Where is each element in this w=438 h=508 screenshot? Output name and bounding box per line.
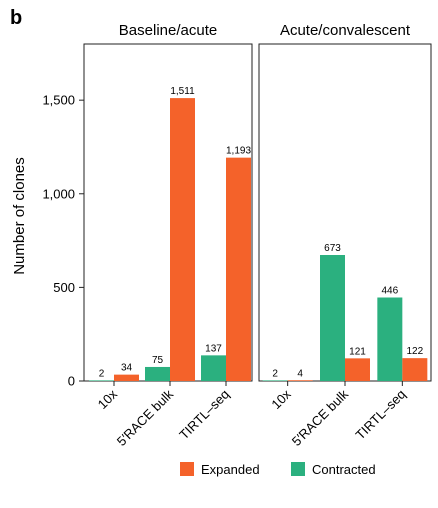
y-tick-label: 0: [68, 374, 75, 389]
bar-expanded-10x: [114, 374, 139, 381]
bar-contracted-5-race-bulk: [320, 254, 345, 381]
bar-expanded-tirtl-seq: [402, 358, 428, 381]
bar-expanded-10x: [287, 380, 313, 381]
data-label-expanded-tirtl-seq: 122: [406, 346, 423, 357]
x-tick-label-10x: 10x: [268, 386, 294, 412]
data-label-expanded-10x: 4: [297, 368, 303, 379]
data-label-expanded-5-race-bulk: 121: [349, 346, 366, 357]
x-tick-label-tirtl-seq: TIRTL–seq: [353, 387, 409, 443]
y-tick-label: 1,000: [42, 186, 75, 201]
panel-baseline-acute: Baseline/acute 0 500 1,000 1,500 10x 2 34 5′RACE…: [42, 22, 253, 449]
y-axis-label: Number of clones: [11, 157, 28, 275]
x-tick-label-5-race-bulk: 5′RACE bulk: [289, 386, 352, 449]
bar-contracted-tirtl-seq: [377, 297, 403, 381]
legend-swatch-contracted: [291, 462, 305, 476]
legend-label-expanded: Expanded: [201, 462, 260, 477]
data-label-contracted-tirtl-seq: 446: [381, 285, 398, 296]
bar-expanded-5-race-bulk: [345, 358, 370, 381]
y-tick-label: 500: [53, 280, 75, 295]
y-tick-label: 1,500: [42, 93, 75, 108]
data-label-contracted-10x: 2: [272, 368, 278, 379]
bar-expanded-5-race-bulk: [170, 98, 195, 381]
legend-swatch-expanded: [180, 462, 194, 476]
bar-expanded-tirtl-seq: [226, 157, 251, 381]
panel-acute-convalescent: Acute/convalescent 10x 2 4 5′RACE bulk 673 121…: [258, 22, 432, 449]
data-label-expanded-tirtl-seq: 1,193: [226, 146, 251, 157]
data-label-expanded-10x: 34: [121, 363, 133, 374]
data-label-contracted-tirtl-seq: 137: [205, 343, 222, 354]
data-label-contracted-10x: 2: [99, 368, 105, 379]
data-label-contracted-5-race-bulk: 75: [152, 355, 164, 366]
panel-title: Baseline/acute: [119, 22, 217, 39]
data-label-expanded-5-race-bulk: 1,511: [170, 86, 195, 97]
legend-label-contracted: Contracted: [312, 462, 376, 477]
panel-title: Acute/convalescent: [280, 22, 411, 39]
bar-contracted-10x: [262, 380, 288, 381]
panel-label: b: [10, 7, 22, 29]
bar-contracted-10x: [89, 380, 114, 381]
x-tick-label-5-race-bulk: 5′RACE bulk: [114, 386, 177, 449]
x-tick-label-10x: 10x: [95, 386, 121, 412]
data-label-contracted-5-race-bulk: 673: [324, 243, 341, 254]
legend: Expanded Contracted: [180, 462, 376, 477]
x-tick-label-tirtl-seq: TIRTL–seq: [176, 387, 232, 443]
bar-contracted-tirtl-seq: [201, 355, 226, 381]
bar-contracted-5-race-bulk: [145, 366, 170, 381]
